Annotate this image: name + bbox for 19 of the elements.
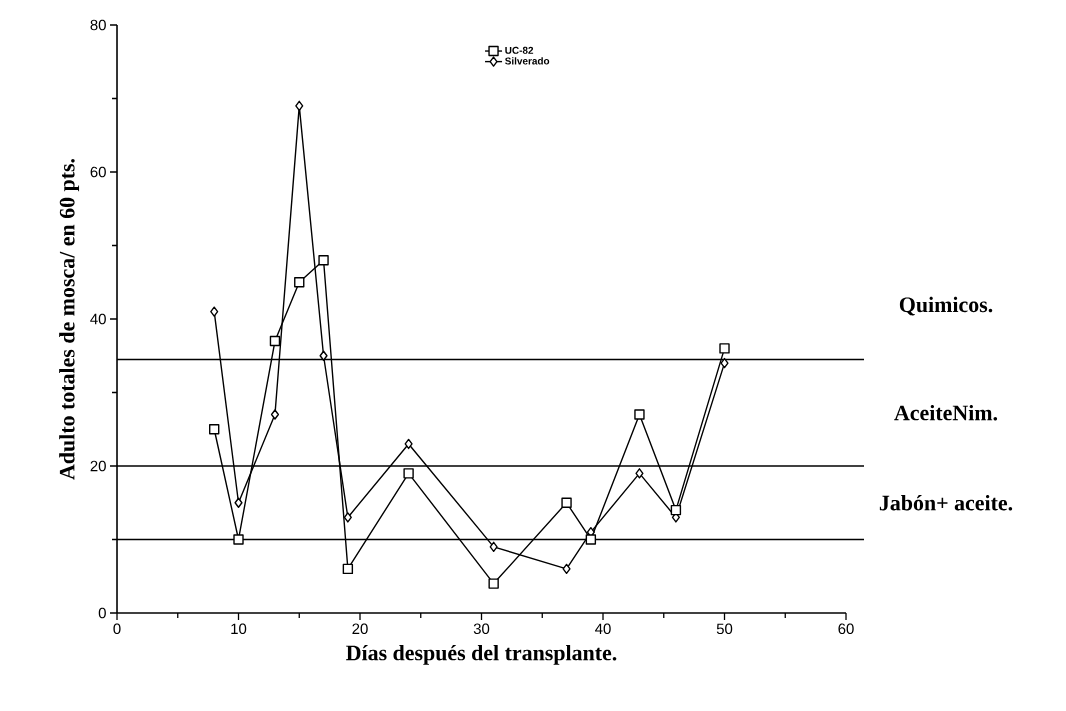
x-axis-title: Días después del transplante. — [346, 644, 617, 665]
y-tick-label: 20 — [90, 460, 106, 472]
ref-line-label: AceiteNim. — [894, 404, 998, 421]
y-axis-title: Adulto totales de mosca/ en 60 pts. — [59, 158, 80, 480]
x-tick-label: 50 — [716, 623, 733, 635]
x-tick-label: 30 — [473, 623, 490, 635]
legend-label: Silverado — [505, 57, 550, 65]
x-tick-label: 10 — [231, 623, 247, 635]
y-tick-label: 40 — [90, 313, 106, 325]
ref-line-label: Quimicos. — [899, 296, 993, 316]
x-tick-label: 0 — [113, 623, 121, 635]
x-tick-label: 60 — [838, 623, 854, 635]
legend-label: UC-82 — [505, 46, 534, 54]
y-tick-label: 0 — [98, 607, 106, 619]
y-tick-label: 60 — [90, 166, 106, 178]
x-tick-label: 20 — [352, 623, 368, 635]
ref-line-label: Jabón+ aceite. — [879, 494, 1013, 511]
x-tick-label: 40 — [595, 623, 611, 635]
y-tick-label: 80 — [90, 19, 106, 31]
